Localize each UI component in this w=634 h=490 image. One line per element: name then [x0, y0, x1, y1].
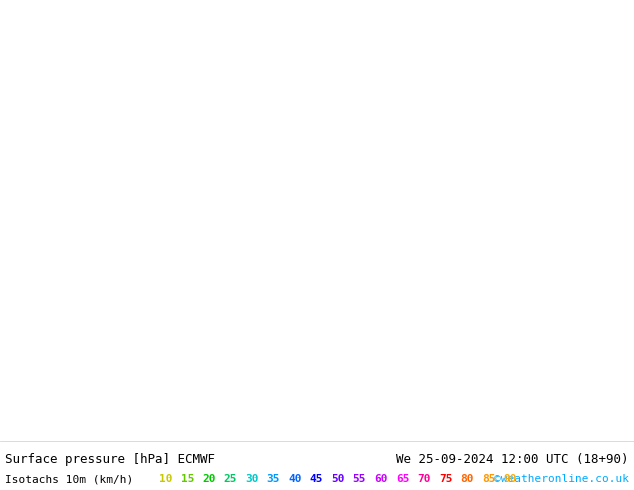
Text: 90: 90 [503, 474, 517, 484]
Text: 40: 40 [288, 474, 302, 484]
Text: 20: 20 [202, 474, 216, 484]
Text: We 25-09-2024 12:00 UTC (18+90): We 25-09-2024 12:00 UTC (18+90) [396, 452, 629, 466]
Text: 25: 25 [224, 474, 237, 484]
Text: Isotachs 10m (km/h): Isotachs 10m (km/h) [5, 474, 133, 484]
Text: 50: 50 [331, 474, 345, 484]
Text: 60: 60 [374, 474, 388, 484]
Text: 85: 85 [482, 474, 495, 484]
Text: 10: 10 [159, 474, 172, 484]
Text: 35: 35 [267, 474, 280, 484]
Text: 75: 75 [439, 474, 452, 484]
Text: 30: 30 [245, 474, 259, 484]
Text: 80: 80 [460, 474, 474, 484]
Text: 55: 55 [353, 474, 366, 484]
Text: 70: 70 [417, 474, 431, 484]
Text: Surface pressure [hPa] ECMWF: Surface pressure [hPa] ECMWF [5, 452, 215, 466]
Text: 15: 15 [181, 474, 194, 484]
Text: 45: 45 [310, 474, 323, 484]
Text: ©weatheronline.co.uk: ©weatheronline.co.uk [494, 474, 629, 484]
Text: 65: 65 [396, 474, 410, 484]
